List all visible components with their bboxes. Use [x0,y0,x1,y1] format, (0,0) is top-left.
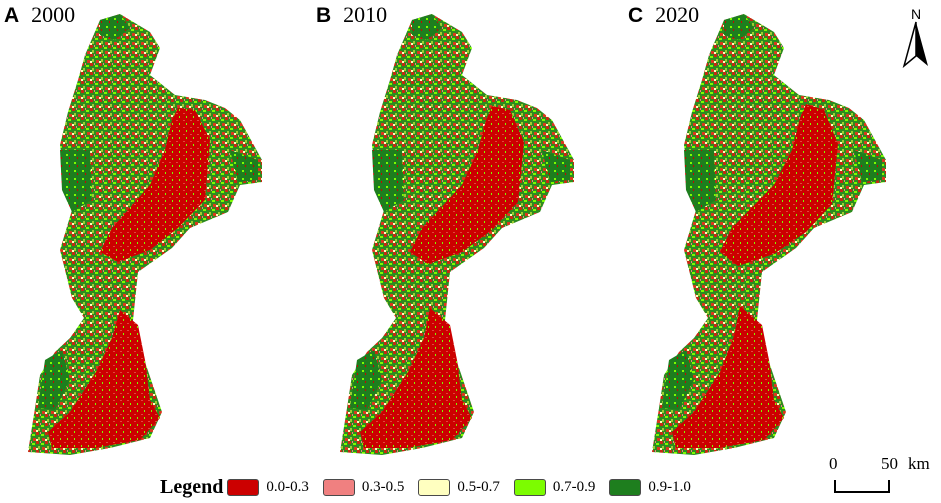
legend: Legend 0.0-0.3 0.3-0.5 0.5-0.7 0.7-0.9 0… [160,474,705,500]
legend-swatch [609,478,642,496]
legend-item-0.5-0.7: 0.5-0.7 [418,478,500,496]
legend-item-0-0.3: 0.0-0.3 [227,478,309,496]
legend-label: 0.0-0.3 [266,478,309,495]
panel-year: 2010 [343,2,388,27]
region-map-2000 [28,14,262,455]
panel-year: 2000 [31,2,76,27]
legend-item-0.7-0.9: 0.7-0.9 [513,478,596,496]
legend-item-0.9-1.0: 0.9-1.0 [609,478,691,496]
legend-swatch [513,478,546,496]
legend-swatch [227,478,260,496]
north-label: N [910,6,922,22]
legend-swatch [418,478,451,496]
region-shape [652,14,886,455]
panel-heading: C 2020 [628,2,699,28]
legend-label: 0.3-0.5 [361,478,405,495]
north-arrow: N [896,6,936,70]
panel-letter: A [4,4,20,27]
scale-unit-label: km [908,454,930,473]
legend-swatch [322,478,355,496]
panel-letter: B [316,4,332,27]
region-map-2020 [652,14,886,455]
region-shape [28,14,262,455]
scale-bar: 0 50 km [826,452,936,498]
legend-label: 0.9-1.0 [648,478,691,495]
map-panel-2020: C 2020 [624,0,924,470]
scale-bar-line [834,480,890,493]
region-shape [340,14,574,455]
legend-title: Legend [160,475,224,498]
panel-heading: B 2010 [316,2,387,28]
region-map-2010 [340,14,574,455]
panel-year: 2020 [655,2,700,27]
scale-start-label: 0 [829,454,838,473]
legend-item-0.3-0.5: 0.3-0.5 [322,478,405,496]
legend-label: 0.7-0.9 [552,478,596,495]
panel-letter: C [628,4,644,27]
scale-end-label: 50 [881,454,898,473]
map-panel-2000: A 2000 [0,0,300,470]
map-panel-2010: B 2010 [312,0,612,470]
panel-heading: A 2000 [4,2,75,28]
north-arrow-icon [902,21,928,68]
legend-label: 0.5-0.7 [457,478,500,495]
